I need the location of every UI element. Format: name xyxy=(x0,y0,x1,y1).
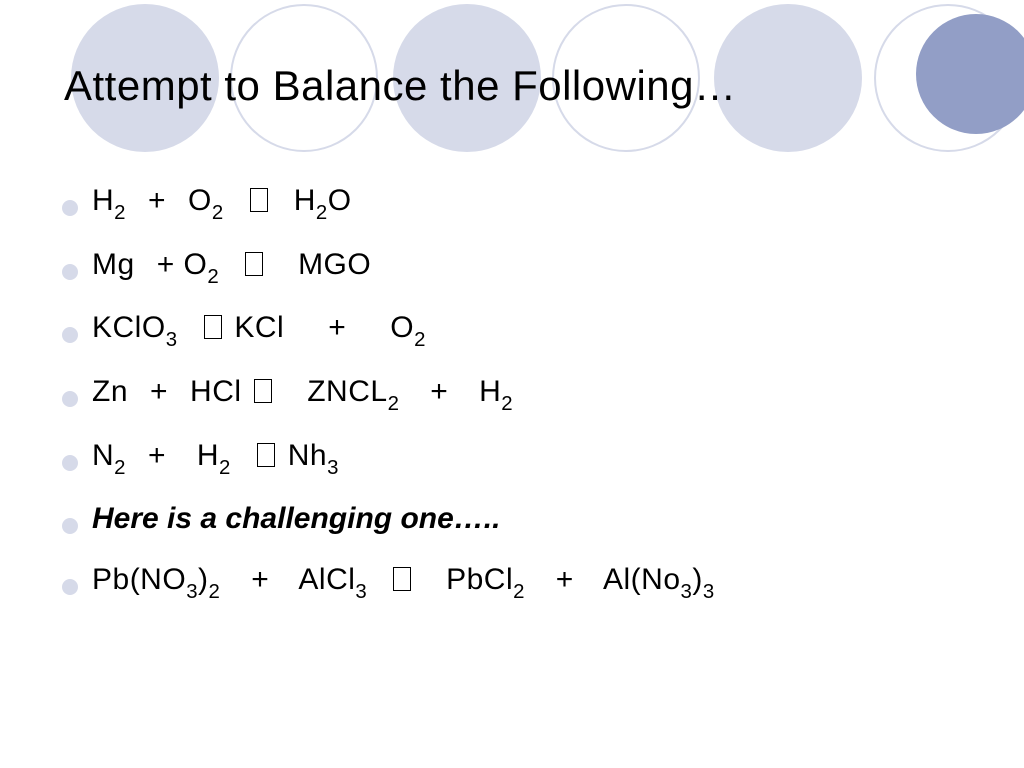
bullet-icon xyxy=(62,391,78,407)
list-item: Mg+ O2 MGO xyxy=(62,242,962,292)
equation: Mg+ O2 MGO xyxy=(92,242,371,292)
equation: KClO3 KCl+O2 xyxy=(92,305,426,355)
bullet-icon xyxy=(62,200,78,216)
arrow-icon xyxy=(250,188,268,212)
equation: Pb(NO3)2 + AlCl3 PbCl2 + Al(No3)3 xyxy=(92,557,715,607)
arrow-icon xyxy=(245,252,263,276)
challenge-text: Here is a challenging one….. xyxy=(92,496,500,543)
list-item: KClO3 KCl+O2 xyxy=(62,305,962,355)
slide-title: Attempt to Balance the Following… xyxy=(64,62,737,110)
list-item: H2+O2H2O xyxy=(62,178,962,228)
bullet-icon xyxy=(62,455,78,471)
arrow-icon xyxy=(254,379,272,403)
bullet-icon xyxy=(62,518,78,534)
arrow-icon xyxy=(204,315,222,339)
list-item: Pb(NO3)2 + AlCl3 PbCl2 + Al(No3)3 xyxy=(62,557,962,607)
list-item: N2+ H2 Nh3 xyxy=(62,433,962,483)
equation: N2+ H2 Nh3 xyxy=(92,433,339,483)
list-item: Here is a challenging one….. xyxy=(62,496,962,543)
equation: Zn+HCl ZNCL2 + H2 xyxy=(92,369,513,419)
arrow-icon xyxy=(393,567,411,591)
bullet-icon xyxy=(62,327,78,343)
arrow-icon xyxy=(257,443,275,467)
list-item: Zn+HCl ZNCL2 + H2 xyxy=(62,369,962,419)
bullet-icon xyxy=(62,264,78,280)
bullet-icon xyxy=(62,579,78,595)
equation: H2+O2H2O xyxy=(92,178,352,228)
equation-list: H2+O2H2O Mg+ O2 MGO KClO3 KCl+O2 Zn+HCl ZNC… xyxy=(62,178,962,620)
